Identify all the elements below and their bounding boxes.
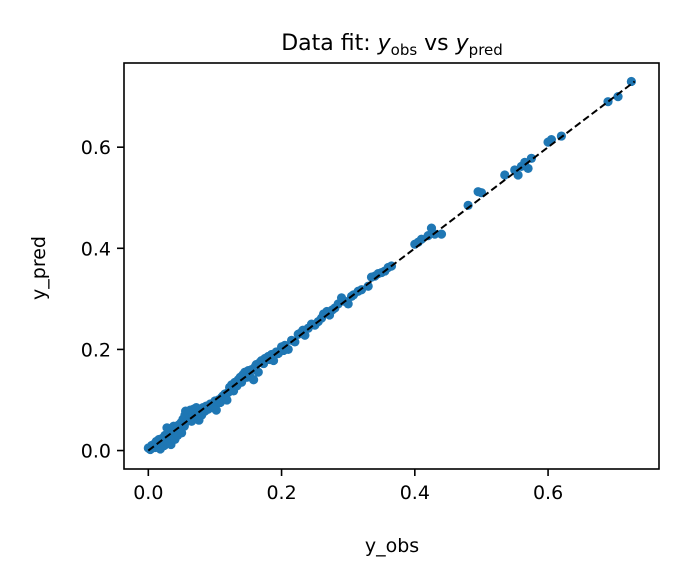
- data-point: [211, 405, 221, 415]
- data-point: [222, 395, 232, 405]
- x-tick-label: 0.0: [133, 482, 163, 504]
- plot-area: [123, 62, 660, 470]
- x-tick-label: 0.6: [533, 482, 563, 504]
- x-tick-label: 0.4: [400, 482, 430, 504]
- y-axis-label: y_pred: [28, 236, 50, 300]
- y-axis: 0.0 0.2 0.4 0.6: [81, 137, 124, 463]
- data-point: [513, 170, 523, 180]
- y-tick-label: 0.0: [81, 441, 111, 463]
- data-point: [626, 76, 636, 87]
- data-point: [613, 92, 623, 102]
- data-point: [363, 281, 373, 291]
- x-tick-label: 0.2: [266, 482, 296, 504]
- y-tick-label: 0.6: [81, 137, 111, 159]
- x-axis-label: y_obs: [365, 535, 419, 557]
- y-tick-label: 0.2: [81, 339, 111, 361]
- reference-line: [147, 80, 636, 452]
- data-point: [290, 337, 300, 347]
- data-point: [253, 367, 263, 377]
- data-point: [248, 375, 259, 385]
- chart-title: Data fit: yobs vs ypred: [281, 31, 503, 59]
- data-point: [500, 170, 510, 180]
- data-point: [436, 229, 447, 239]
- y-tick-label: 0.4: [81, 238, 111, 260]
- plot-frame: [123, 62, 660, 470]
- x-axis: 0.0 0.2 0.4 0.6: [133, 469, 563, 504]
- data-point: [463, 200, 473, 210]
- data-point: [523, 163, 533, 174]
